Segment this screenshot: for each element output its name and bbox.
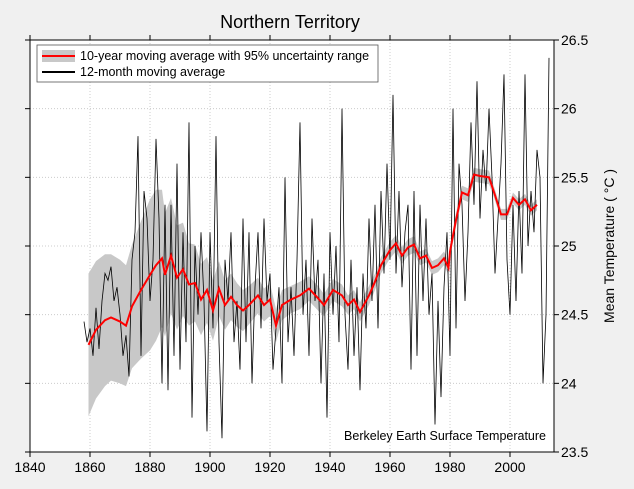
chart-title: Northern Territory xyxy=(220,12,360,32)
twelve-month-series xyxy=(83,57,550,439)
y-tick-label: 24 xyxy=(561,375,577,391)
y-tick-label: 25.5 xyxy=(561,169,588,185)
x-tick-label: 1960 xyxy=(374,459,405,475)
x-tick-label: 1920 xyxy=(254,459,285,475)
legend-box xyxy=(36,44,379,83)
x-tick-label: 1880 xyxy=(134,459,165,475)
x-tick-label: 2000 xyxy=(494,459,525,475)
y-tick-label: 25 xyxy=(561,238,577,254)
x-tick-label: 1940 xyxy=(314,459,345,475)
y-tick-label: 23.5 xyxy=(561,444,588,460)
y-tick-label: 24.5 xyxy=(561,307,588,323)
legend-label-ten-year: 10-year moving average with 95% uncertai… xyxy=(80,49,369,63)
ten-year-series xyxy=(87,173,538,346)
annotation-text: Berkeley Earth Surface Temperature xyxy=(344,429,546,443)
y-tick-label: 26 xyxy=(561,101,577,117)
x-tick-label: 1860 xyxy=(74,459,105,475)
twelve-month-line xyxy=(83,57,550,439)
x-axis: 1840 1860 1880 1900 1920 1940 1960 1980 2000 xyxy=(14,35,526,475)
x-tick-label: 1840 xyxy=(14,459,45,475)
legend: 10-year moving average with 95% uncertai… xyxy=(36,44,379,83)
ten-year-line xyxy=(87,173,538,346)
y-axis: 23.5 24 24.5 25 25.5 26 26.5 xyxy=(25,32,588,460)
legend-label-twelve-month: 12-month moving average xyxy=(80,65,225,79)
x-tick-label: 1980 xyxy=(434,459,465,475)
y-axis-label: Mean Temperature ( °C ) xyxy=(601,169,617,323)
x-tick-label: 1900 xyxy=(194,459,225,475)
y-tick-label: 26.5 xyxy=(561,32,588,48)
